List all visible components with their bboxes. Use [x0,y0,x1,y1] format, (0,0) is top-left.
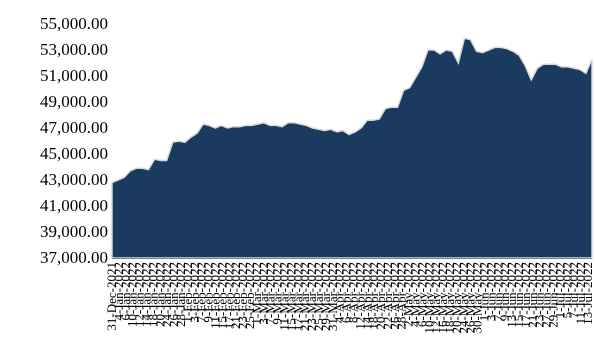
y-tick-label: 39,000.00 [40,222,108,241]
x-tick-label: 24-May-2022 [456,262,471,334]
x-tick-label: 8-Apr-2022 [345,262,360,323]
x-tick-label: 14-Apr-2022 [359,262,374,330]
y-tick-label: 53,000.00 [40,40,108,59]
x-tick-label: 22-Apr-2022 [380,262,395,330]
x-tick-label: 5-Jul-2022 [559,262,574,318]
x-tick-label: 29-Mar-2022 [318,262,333,331]
x-tick-label: 15-Feb-2022 [214,262,229,329]
x-tick-label: 24-Jan-2022 [159,262,174,327]
x-tick-label: 31-Mar-2022 [325,262,340,331]
x-tick-label: 9-Jun-2022 [497,262,512,321]
x-tick-label: 20-May-2022 [449,262,464,334]
x-tick-label: 18-May-2022 [442,262,457,334]
y-tick-label: 47,000.00 [40,118,108,137]
x-tick-label: 3-Feb-2022 [187,262,202,323]
x-tick-label: 21-Feb-2022 [228,262,243,329]
x-tick-label: 4-Jan-2022 [111,262,126,321]
x-tick-label: 10-Jan-2022 [125,262,140,327]
x-tick-label: 12-Jan-2022 [132,262,147,327]
x-tick-label: 7-Feb-2022 [194,262,209,323]
x-tick-label: 20-Jan-2022 [152,262,167,327]
x-tick-label: 1-Jun-2022 [477,262,492,321]
x-tick-label: 11-Mar-2022 [276,262,291,331]
x-tick-label: 12-Apr-2022 [352,262,367,330]
x-tick-label: 25-Mar-2022 [311,262,326,331]
x-tick-label: 26-Jan-2022 [166,262,181,327]
x-tick-label: 16-May-2022 [435,262,450,334]
x-tick-label: 15-Mar-2022 [283,262,298,331]
x-tick-label: 27-Jun-2022 [539,262,554,328]
x-tick-label: 21-Jun-2022 [525,262,540,328]
x-tick-label: 6-May-2022 [414,262,429,327]
x-tick-label: 4-May-2022 [408,262,423,327]
y-tick-label: 51,000.00 [40,66,108,85]
x-tick-label: 28-Apr-2022 [394,262,409,330]
x-tick-label: 23-Jun-2022 [532,262,547,328]
y-axis: 37,000.00 39,000.00 41,000.00 43,000.00 45,0… [40,14,108,267]
y-tick-label: 41,000.00 [40,196,108,215]
y-tick-label: 49,000.00 [40,92,108,111]
x-tick-label: 31-Dec-2021 [104,262,119,331]
x-tick-label: 17-Jun-2022 [518,262,533,328]
x-tick-label: 23-Mar-2022 [304,262,319,331]
x-tick-label: 6-Jan-2022 [118,262,133,321]
x-tick-label: 15-Jun-2022 [511,262,526,328]
x-tick-label: 26-May-2022 [463,262,478,334]
x-tick-label: 13-Jun-2022 [504,262,519,328]
x-tick-label: 17-Mar-2022 [290,262,305,331]
x-tick-label: 11-Jul-2022 [573,262,588,324]
plot-area [111,37,593,259]
x-tick-label: 18-Apr-2022 [366,262,381,330]
x-tick-label: 7-Mar-2022 [263,262,278,325]
x-tick-label: 1-Jul-2022 [552,262,567,318]
x-tick-label: 7-Jul-2022 [566,262,581,318]
x-tick-label: 11-Feb-2022 [207,262,222,329]
x-tick-label: 30-May-2022 [470,262,485,334]
x-tick-label: 9-Feb-2022 [201,262,216,323]
x-tick-label: 26-Apr-2022 [387,262,402,330]
x-tick-label: 23-Feb-2022 [235,262,250,329]
x-axis: 31-Dec-20214-Jan-20226-Jan-202210-Jan-20… [104,262,595,334]
y-tick-label: 37,000.00 [40,248,108,267]
x-tick-label: 14-Jan-2022 [138,262,153,327]
x-tick-label: 4-Apr-2022 [332,262,347,323]
x-tick-label: 2-May-2022 [401,262,416,327]
y-tick-label: 45,000.00 [40,144,108,163]
x-tick-label: 12-May-2022 [428,262,443,334]
x-tick-label: 7-Jun-2022 [490,262,505,321]
x-tick-label: 17-Feb-2022 [221,262,236,329]
x-tick-label: 21-Mar-2022 [297,262,312,331]
x-tick-label: 3-Jun-2022 [483,262,498,321]
x-tick-label: 6-Apr-2022 [339,262,354,323]
x-tick-label: 3-Mar-2022 [256,262,271,325]
x-tick-label: 1-Mar-2022 [249,262,264,325]
x-tick-label: 9-Mar-2022 [270,262,285,325]
y-tick-label: 43,000.00 [40,170,108,189]
x-tick-label: 25-Feb-2022 [242,262,257,329]
x-tick-label: 28-Jan-2022 [173,262,188,327]
x-tick-label: 10-May-2022 [421,262,436,334]
x-tick-label: 29-Jun-2022 [546,262,561,328]
x-tick-label: 20-Apr-2022 [373,262,388,330]
series-area [111,37,593,259]
x-tick-label: 18-Jan-2022 [145,262,160,327]
y-tick-label: 55,000.00 [40,14,108,33]
x-tick-label: 1-Feb-2022 [180,262,195,323]
x-tick-label: 13-Jul-2022 [580,262,595,325]
